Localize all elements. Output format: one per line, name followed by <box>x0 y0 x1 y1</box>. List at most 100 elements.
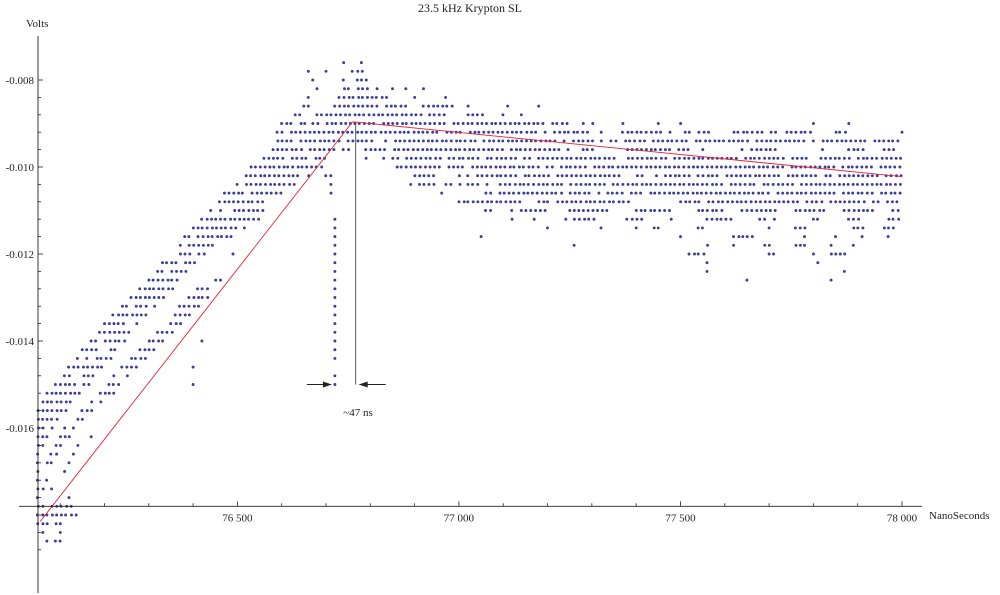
data-point <box>196 287 199 291</box>
data-point <box>593 156 597 160</box>
data-point <box>322 148 326 152</box>
data-point <box>390 113 394 117</box>
data-point <box>45 417 49 421</box>
data-point <box>246 200 250 204</box>
data-point <box>466 113 470 117</box>
data-point <box>394 139 398 143</box>
data-point <box>55 452 59 456</box>
data-point <box>670 139 674 143</box>
data-point <box>109 348 113 352</box>
data-point <box>621 182 625 186</box>
data-point <box>157 339 161 343</box>
data-point <box>327 139 331 143</box>
data-point <box>791 156 795 160</box>
data-point <box>498 182 502 186</box>
data-point <box>188 261 192 265</box>
data-point <box>333 356 337 360</box>
data-point <box>201 235 205 239</box>
data-point <box>344 122 348 125</box>
data-point <box>404 87 408 91</box>
data-point <box>170 261 174 265</box>
data-point <box>112 391 116 395</box>
data-point <box>313 148 317 152</box>
data-point <box>393 148 397 152</box>
data-point <box>333 296 337 299</box>
data-point <box>333 104 337 108</box>
data-point <box>552 148 556 152</box>
data-point <box>54 391 58 395</box>
data-point <box>431 130 435 134</box>
data-point <box>490 148 494 152</box>
data-point <box>545 191 549 195</box>
data-point <box>684 200 688 204</box>
data-point <box>53 383 57 386</box>
data-point <box>592 217 596 221</box>
data-point <box>444 95 448 99</box>
data-point <box>112 374 116 378</box>
data-point <box>200 287 204 291</box>
data-point <box>527 165 531 169</box>
data-point <box>257 217 261 221</box>
data-point <box>504 174 508 178</box>
data-point <box>143 356 147 360</box>
data-point <box>568 191 572 195</box>
data-point <box>501 139 505 143</box>
data-point <box>240 191 244 195</box>
data-point <box>656 226 660 230</box>
data-point <box>100 365 103 369</box>
data-point <box>749 156 753 160</box>
data-point <box>540 191 544 195</box>
data-point <box>90 348 94 352</box>
data-point <box>882 226 886 230</box>
data-point <box>476 200 480 204</box>
data-point <box>640 217 644 221</box>
data-point <box>332 148 336 152</box>
data-point <box>315 87 319 91</box>
data-point <box>457 200 461 204</box>
data-point <box>875 174 879 178</box>
data-point <box>285 148 289 152</box>
data-point <box>795 156 799 160</box>
data-point <box>160 330 164 334</box>
data-point <box>557 148 561 152</box>
data-point <box>356 69 360 73</box>
data-point <box>397 148 401 152</box>
data-point <box>91 374 95 378</box>
data-point <box>640 174 644 178</box>
data-point <box>103 339 107 343</box>
data-point <box>843 174 847 178</box>
data-point <box>607 156 611 160</box>
data-point <box>490 122 494 125</box>
data-point <box>574 200 578 204</box>
data-point <box>269 182 273 186</box>
data-point <box>162 296 165 299</box>
data-point <box>587 217 591 221</box>
data-point <box>364 148 368 152</box>
data-point <box>471 113 475 117</box>
data-point <box>891 217 895 221</box>
data-point <box>851 243 855 247</box>
data-point <box>776 191 780 195</box>
data-point <box>308 130 312 134</box>
data-point <box>135 313 139 317</box>
data-point <box>659 182 663 186</box>
data-point <box>728 191 732 195</box>
data-point <box>302 104 306 108</box>
data-point <box>329 174 333 178</box>
data-point <box>200 296 204 299</box>
data-point <box>784 139 788 143</box>
data-point <box>611 182 615 186</box>
data-point <box>256 209 260 212</box>
data-point <box>134 296 138 299</box>
data-point <box>98 330 101 334</box>
data-point <box>649 182 653 186</box>
data-point <box>889 191 893 195</box>
data-point <box>245 182 248 186</box>
data-point <box>178 243 182 247</box>
data-point <box>852 209 856 212</box>
data-point <box>466 182 470 186</box>
data-point <box>653 209 657 212</box>
data-point <box>280 148 284 152</box>
data-point <box>752 165 756 169</box>
data-point <box>323 139 327 143</box>
